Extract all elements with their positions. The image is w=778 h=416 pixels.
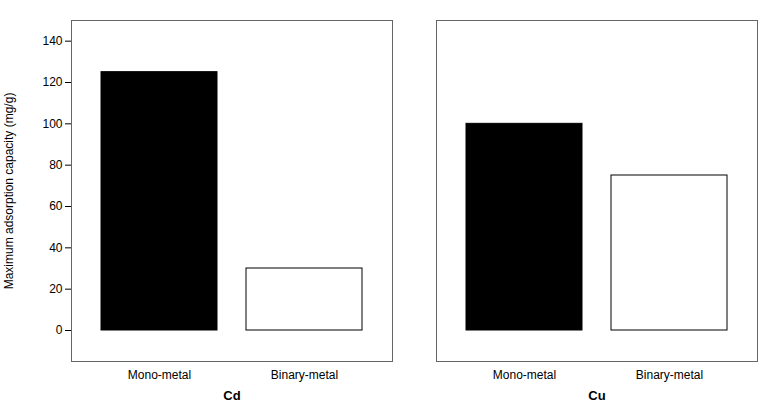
svg-text:Mono-metal: Mono-metal <box>128 368 191 382</box>
svg-text:80: 80 <box>49 158 63 172</box>
svg-text:Binary-metal: Binary-metal <box>636 368 703 382</box>
svg-text:140: 140 <box>42 34 62 48</box>
svg-text:60: 60 <box>49 199 63 213</box>
svg-text:Cu: Cu <box>588 388 605 403</box>
svg-text:120: 120 <box>42 75 62 89</box>
svg-text:Maximum adsorption capacity (m: Maximum adsorption capacity (mg/g) <box>2 93 16 290</box>
svg-text:Binary-metal: Binary-metal <box>271 368 338 382</box>
svg-text:100: 100 <box>42 117 62 131</box>
svg-text:Cd: Cd <box>223 388 240 403</box>
svg-text:Mono-metal: Mono-metal <box>493 368 556 382</box>
svg-text:40: 40 <box>49 241 63 255</box>
svg-text:0: 0 <box>56 323 63 337</box>
svg-text:20: 20 <box>49 282 63 296</box>
